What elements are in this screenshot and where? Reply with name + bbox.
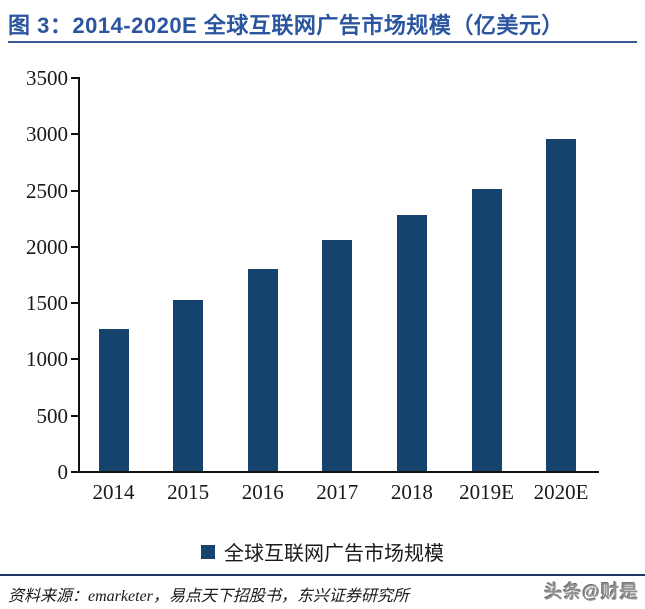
watermark: 头条@财是 (544, 582, 639, 602)
y-tick-mark (71, 245, 78, 248)
y-tick-label: 3000 (26, 122, 68, 147)
legend-label: 全球互联网广告市场规模 (224, 543, 444, 565)
x-tick-label-2020E: 2020E (533, 480, 589, 504)
footer-separator (0, 574, 645, 576)
y-tick-mark (71, 302, 78, 305)
y-tick-mark (71, 358, 78, 361)
y-tick-mark (71, 77, 78, 79)
bar-2015 (173, 299, 204, 472)
bar-2017 (322, 240, 353, 472)
bar-2016 (247, 269, 278, 472)
y-tick-label: 2000 (26, 234, 68, 259)
y-tick-mark (71, 471, 78, 473)
y-tick-label: 0 (57, 460, 69, 484)
x-tick-label-2016: 2016 (241, 480, 284, 504)
legend: 全球互联网广告市场规模 (0, 537, 645, 566)
y-tick-mark (71, 414, 78, 417)
legend-swatch-icon (201, 544, 215, 559)
x-tick-label-2015: 2015 (167, 480, 210, 504)
x-tick-label-2019E: 2019E (459, 480, 514, 504)
y-tick-label: 2500 (26, 178, 68, 203)
bar-2019E (471, 189, 502, 472)
chart-title: 图 3：2014-2020E 全球互联网广告市场规模（亿美元） (8, 13, 564, 38)
y-tick-mark (71, 133, 78, 136)
y-tick-label: 1000 (26, 347, 68, 372)
x-tick-label-2018: 2018 (390, 480, 433, 504)
y-tick-label: 3500 (26, 66, 68, 90)
x-tick-label-2014: 2014 (92, 480, 135, 504)
bar-2020E (546, 138, 577, 472)
y-tick-label: 1500 (26, 291, 68, 316)
bar-chart-plot-area: 0 500 1000 1500 2000 2500 3000 3500 2014 2015 201… (26, 66, 599, 504)
x-axis-line (78, 471, 599, 473)
y-axis-line (78, 77, 80, 473)
bar-2014 (98, 329, 129, 472)
bar-2018 (396, 215, 427, 472)
y-tick-mark (71, 189, 78, 192)
title-underline (8, 41, 637, 43)
source-note: 资料来源：emarketer，易点天下招股书，东兴证券研究所 (8, 588, 409, 605)
x-tick-label-2017: 2017 (316, 480, 359, 504)
y-tick-label: 500 (36, 403, 69, 428)
